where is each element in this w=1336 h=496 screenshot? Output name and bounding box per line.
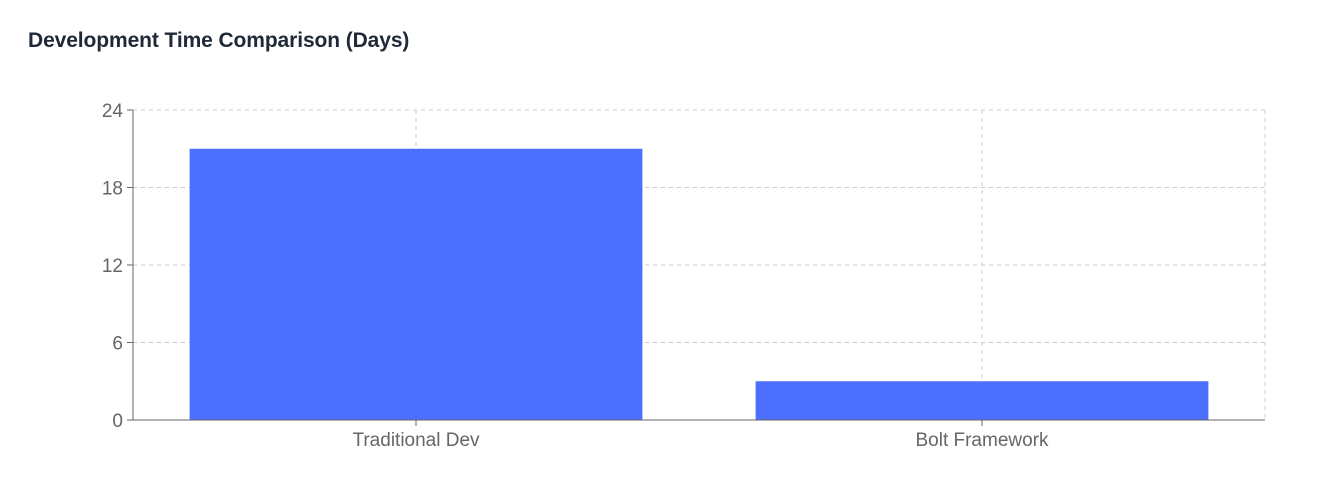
y-tick-label: 6 bbox=[112, 334, 123, 355]
x-tick-label: Traditional Dev bbox=[352, 430, 480, 451]
bar-bolt-framework[interactable] bbox=[755, 381, 1209, 420]
y-tick-label: 0 bbox=[112, 411, 123, 432]
tick-labels: 0 6 12 18 24 Traditional Dev Bolt Framework bbox=[102, 101, 1049, 451]
y-tick-label: 24 bbox=[102, 101, 124, 122]
y-tick-label: 18 bbox=[102, 179, 123, 200]
axes bbox=[127, 109, 1265, 426]
bar-traditional-dev[interactable] bbox=[189, 148, 643, 420]
y-tick-label: 12 bbox=[102, 256, 123, 277]
x-tick-label: Bolt Framework bbox=[915, 430, 1049, 451]
bars bbox=[189, 148, 1209, 420]
chart-title: Development Time Comparison (Days) bbox=[28, 29, 410, 52]
